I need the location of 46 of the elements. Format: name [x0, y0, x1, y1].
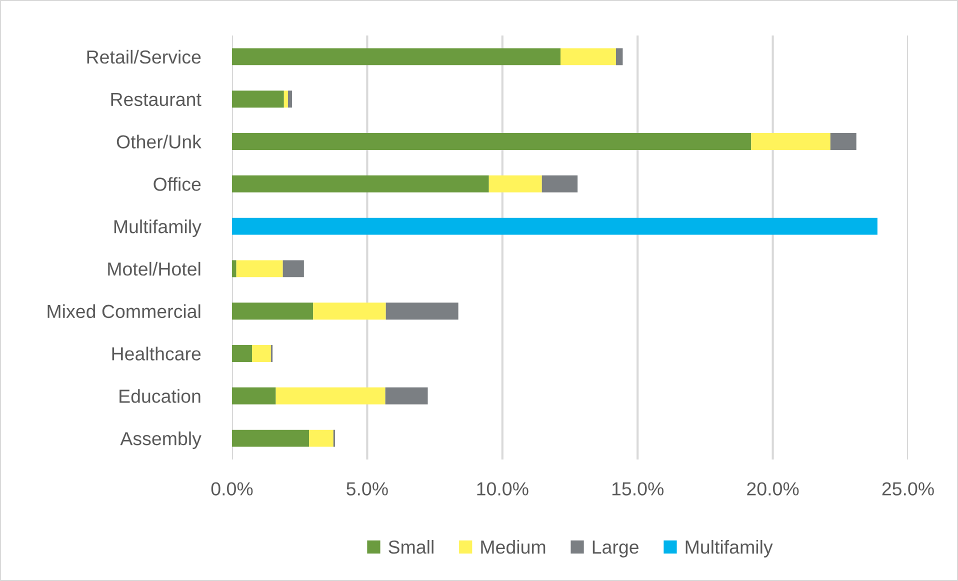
- bar: [232, 133, 752, 150]
- bar: [252, 345, 271, 362]
- bar: [232, 90, 284, 108]
- x-tick-label: 10.0%: [477, 482, 528, 496]
- bar: [236, 260, 283, 278]
- bar: [560, 48, 616, 66]
- y-tick-label: Multifamily: [114, 220, 202, 237]
- legend-label: Multifamily: [686, 540, 773, 558]
- bar: [386, 302, 458, 320]
- bar: [313, 302, 386, 320]
- bar: [232, 387, 276, 404]
- bar: [232, 302, 314, 320]
- bar: [616, 48, 623, 66]
- x-tick-label: 20.0%: [747, 482, 799, 496]
- y-tick-label: Other/Unk: [116, 134, 202, 148]
- legend-label: Small: [388, 540, 434, 554]
- x-tick-label: 5.0%: [346, 482, 388, 496]
- y-tick-label: Retail/Service: [87, 50, 201, 64]
- bar: [751, 133, 830, 150]
- bar: [232, 345, 252, 362]
- x-tick-label: 25.0%: [882, 482, 934, 496]
- bar: [288, 90, 292, 108]
- bar: [232, 260, 236, 278]
- legend-label: Medium: [481, 540, 546, 554]
- bar: [232, 430, 310, 447]
- bar: [232, 175, 489, 192]
- y-tick-label: Mixed Commercial: [48, 304, 200, 318]
- y-tick-label: Motel/Hotel: [108, 262, 200, 276]
- y-tick-label: Office: [154, 177, 201, 191]
- bar: [830, 133, 856, 150]
- bar: [282, 260, 304, 278]
- y-tick-label: Education: [120, 389, 200, 403]
- legend-label: Large: [592, 540, 638, 558]
- x-tick-label: 0.0%: [211, 482, 253, 496]
- y-tick-label: Assembly: [120, 432, 202, 449]
- bar: [232, 48, 561, 66]
- bar: [542, 175, 578, 192]
- bar: [276, 387, 386, 404]
- bar: [488, 175, 542, 192]
- bar: [232, 218, 878, 235]
- y-tick-label: Healthcare: [112, 346, 201, 360]
- x-tick-label: 15.0%: [612, 482, 664, 496]
- bar: [284, 90, 288, 108]
- bar: [309, 430, 334, 447]
- bar: [385, 387, 428, 404]
- y-tick-label: Restaurant: [111, 92, 202, 106]
